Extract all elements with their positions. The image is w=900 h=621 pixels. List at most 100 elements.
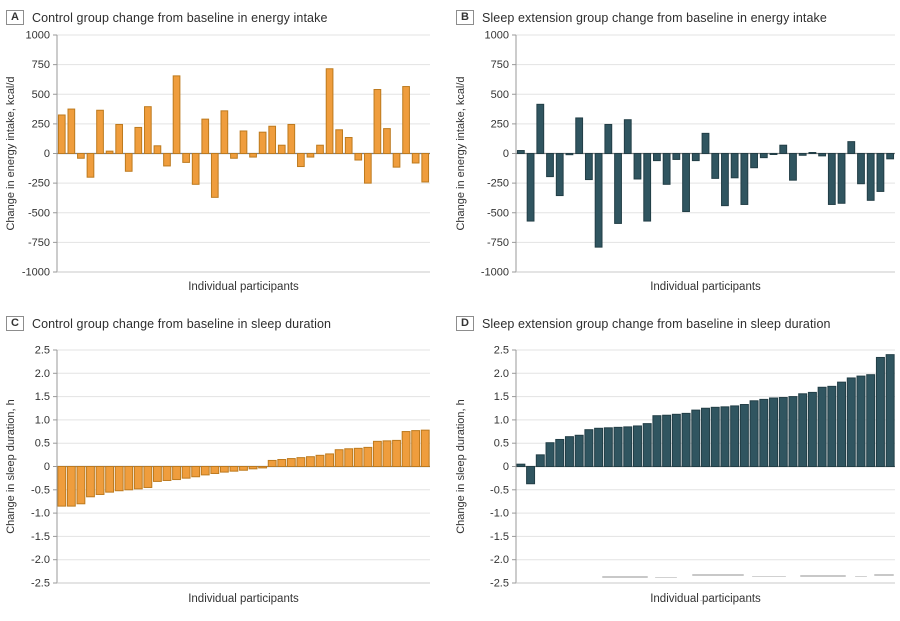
y-tick-label: 0: [503, 461, 509, 473]
bar: [143, 466, 153, 488]
y-tick-label: 250: [491, 118, 509, 130]
bar: [866, 374, 876, 468]
bar: [691, 153, 700, 162]
y-tick-label: 0.5: [494, 438, 509, 450]
bar: [808, 152, 817, 154]
y-tick-label: -500: [28, 207, 50, 219]
bar: [701, 132, 710, 154]
y-tick-label: -0.5: [31, 484, 50, 496]
bar: [778, 397, 788, 467]
bar: [837, 153, 846, 204]
y-tick-label: 750: [32, 59, 50, 71]
panel-c-letter: C: [6, 316, 24, 331]
bar: [526, 153, 535, 222]
bar: [769, 153, 778, 155]
y-axis-title: Change in energy intake, kcal/d: [455, 76, 467, 230]
panel-c: C Control group change from baseline in …: [0, 306, 450, 621]
bar: [798, 153, 807, 156]
bar: [652, 415, 662, 467]
y-tick-label: 2.5: [494, 345, 509, 357]
bar: [789, 153, 797, 181]
bar: [57, 114, 66, 154]
bar: [249, 153, 257, 158]
panel-b-header: B Sleep extension group change from base…: [450, 0, 900, 28]
bar: [191, 466, 201, 478]
bar: [392, 439, 401, 468]
y-tick-label: -1.5: [31, 531, 50, 543]
y-tick-label: 500: [32, 89, 50, 101]
bar: [411, 153, 420, 164]
bar: [268, 125, 277, 154]
bar: [124, 153, 133, 172]
panel-c-title: Control group change from baseline in sl…: [31, 316, 332, 331]
bar: [536, 103, 545, 154]
bar: [258, 466, 268, 469]
y-tick-label: 2.0: [35, 368, 50, 380]
bar: [181, 466, 191, 479]
bar: [749, 400, 759, 467]
bar: [210, 466, 220, 474]
y-tick-label: 2.5: [35, 345, 50, 357]
bar: [401, 431, 411, 468]
bar: [267, 459, 277, 468]
bar: [633, 153, 642, 180]
panel-a: A Control group change from baseline in …: [0, 0, 450, 306]
bar: [354, 153, 363, 161]
bar: [363, 153, 372, 184]
bar: [769, 397, 779, 467]
y-tick-label: 1.5: [494, 391, 509, 403]
bar: [153, 466, 162, 482]
y-tick-label: -250: [487, 178, 509, 190]
bar: [66, 466, 76, 507]
y-tick-label: 0: [44, 461, 50, 473]
bar: [856, 375, 866, 467]
bar: [76, 466, 86, 505]
bar: [818, 153, 827, 157]
bar: [219, 466, 229, 473]
y-axis-title: Change in sleep duration, h: [455, 399, 467, 534]
bar: [584, 153, 593, 181]
bar: [210, 153, 219, 198]
bar: [721, 153, 729, 207]
bar: [286, 458, 296, 468]
bar: [701, 407, 710, 467]
bar: [363, 446, 373, 467]
bar: [57, 466, 67, 507]
y-tick-label: -1000: [22, 267, 50, 279]
bar: [720, 406, 730, 467]
bar: [759, 153, 768, 159]
bar: [564, 436, 574, 467]
bar: [258, 131, 267, 154]
x-axis-title: Individual participants: [650, 593, 761, 605]
x-axis-title: Individual participants: [188, 593, 299, 605]
bar: [115, 123, 124, 155]
bar: [516, 150, 525, 155]
bar: [807, 391, 817, 467]
bar: [847, 141, 856, 155]
bar: [325, 453, 335, 467]
bar: [287, 123, 296, 155]
bar: [827, 153, 836, 205]
bar: [162, 466, 172, 481]
bar: [163, 153, 171, 167]
bar: [643, 153, 652, 222]
bar: [546, 153, 554, 178]
bar: [67, 108, 76, 154]
bar: [603, 427, 613, 467]
bar: [382, 440, 392, 468]
bar: [740, 153, 749, 205]
bar: [373, 89, 382, 154]
bar: [779, 144, 788, 154]
bar: [555, 438, 565, 468]
bar: [642, 423, 652, 467]
bar: [95, 466, 105, 495]
x-axis-title: Individual participants: [650, 281, 761, 293]
y-tick-label: -750: [487, 237, 509, 249]
bar: [594, 153, 603, 248]
bar: [334, 449, 344, 468]
bar: [857, 153, 865, 185]
bar: [565, 153, 574, 156]
bar: [671, 413, 681, 467]
bar: [662, 153, 671, 185]
bar: [105, 150, 114, 154]
